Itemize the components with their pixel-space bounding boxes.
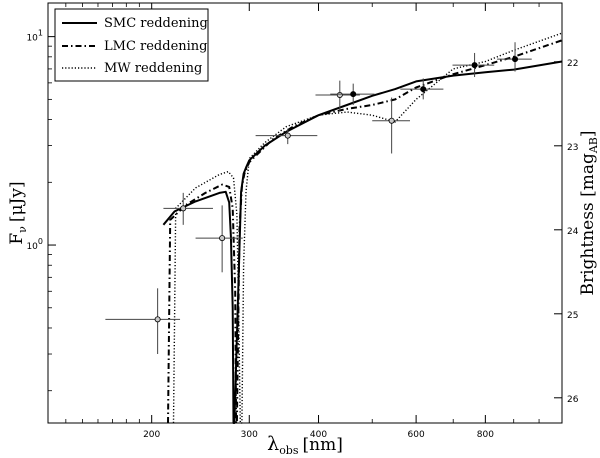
marker-10 bbox=[512, 56, 519, 63]
x-axis-label-symbol: λ bbox=[267, 433, 279, 455]
data-point-2 bbox=[163, 192, 213, 225]
y2-axis-label: Brightness [magAB] bbox=[578, 130, 600, 295]
data-point-10 bbox=[497, 42, 532, 72]
series-line-3 bbox=[172, 32, 563, 424]
marker-6 bbox=[350, 91, 357, 98]
x-axis-label-subscript: obs bbox=[279, 444, 299, 457]
data-point-3 bbox=[195, 205, 243, 273]
x-axis-label: λobs [nm] bbox=[267, 433, 343, 457]
x-tick-label-400: 400 bbox=[310, 430, 327, 440]
y-axis-label-symbol: F bbox=[7, 233, 27, 245]
y-axis-ticks: 100 101 bbox=[26, 29, 56, 392]
x-axis-label-unit: [nm] bbox=[303, 435, 343, 455]
marker-4 bbox=[284, 132, 291, 139]
data-point-1 bbox=[105, 288, 181, 355]
x-axis-ticks: 200 300 400 600 800 bbox=[65, 3, 540, 440]
data-point-9 bbox=[452, 52, 495, 78]
marker-8 bbox=[420, 86, 427, 93]
y2-axis-label-subscript: AB bbox=[587, 137, 600, 154]
series-line-1 bbox=[162, 60, 563, 424]
y2-tick-label-23: 23 bbox=[567, 143, 578, 153]
data-points bbox=[105, 42, 532, 355]
marker-5 bbox=[336, 91, 343, 98]
legend-label-lmc: LMC reddening bbox=[104, 39, 208, 54]
y-tick-label-10: 101 bbox=[26, 29, 43, 44]
marker-1 bbox=[154, 316, 161, 323]
y2-tick-label-25: 25 bbox=[567, 311, 578, 321]
y2-tick-label-22: 22 bbox=[567, 59, 578, 69]
data-point-4 bbox=[255, 128, 318, 145]
y-axis-label: Fν [μJy] bbox=[7, 181, 29, 244]
x-tick-label-800: 800 bbox=[477, 430, 494, 440]
x-tick-label-200: 200 bbox=[143, 430, 160, 440]
legend-label-mw: MW reddening bbox=[104, 61, 202, 76]
marker-7 bbox=[388, 117, 395, 124]
plot-frame bbox=[47, 2, 563, 424]
legend: SMC reddening LMC reddening MW reddening bbox=[54, 8, 209, 82]
marker-3 bbox=[219, 235, 226, 242]
marker-9 bbox=[471, 62, 478, 69]
x-tick-label-300: 300 bbox=[241, 430, 258, 440]
data-point-7 bbox=[372, 97, 411, 154]
data-point-6 bbox=[330, 83, 375, 105]
marker-2 bbox=[180, 205, 187, 212]
y-axis-label-unit: [μJy] bbox=[7, 181, 27, 222]
series-lines bbox=[162, 32, 563, 424]
y-axis-label-subscript: ν bbox=[16, 226, 29, 233]
y2-tick-label-26: 26 bbox=[567, 395, 579, 405]
legend-label-smc: SMC reddening bbox=[104, 16, 208, 31]
data-point-8 bbox=[400, 78, 444, 100]
y2-axis-ticks: 22 23 24 25 26 bbox=[554, 59, 579, 405]
x-tick-label-600: 600 bbox=[408, 430, 425, 440]
y2-axis-label-text: Brightness [mag bbox=[578, 153, 598, 295]
y2-axis-label-end: ] bbox=[578, 130, 598, 137]
y-tick-label-1: 100 bbox=[26, 237, 43, 252]
y2-tick-label-24: 24 bbox=[567, 227, 579, 237]
